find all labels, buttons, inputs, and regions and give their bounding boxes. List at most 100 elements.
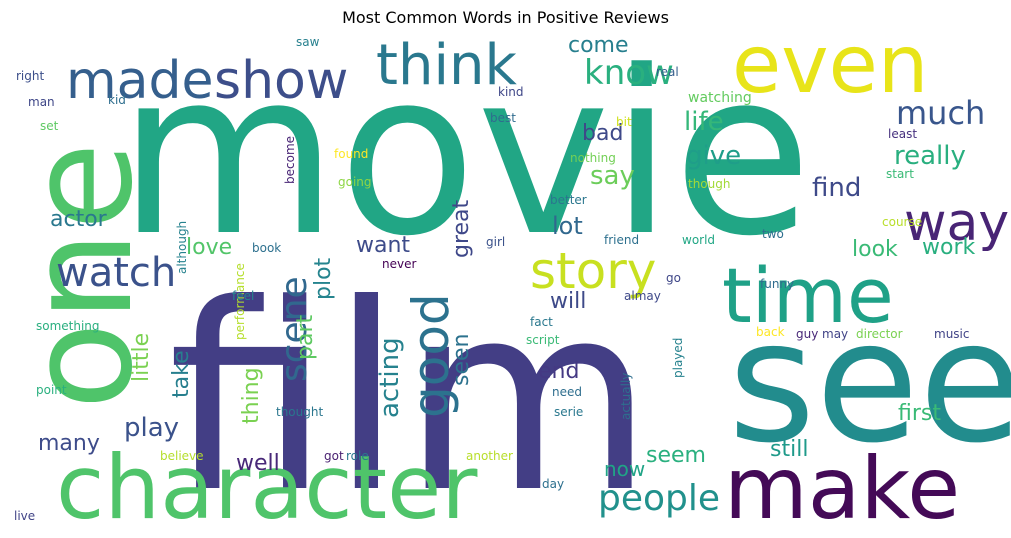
word-need: need [552,385,582,399]
word-watching: watching [688,90,752,106]
word-better: better [550,193,587,207]
word-actor: actor [50,207,108,232]
word-time: time [722,251,894,340]
word-give: give [686,141,741,171]
word-character: character [56,436,478,538]
word-feel: feel [232,289,254,303]
word-even: even [732,18,928,111]
word-show: show [214,51,348,111]
word-seen: seen [449,334,474,386]
word-two: two [762,227,784,241]
word-fact: fact [530,315,553,329]
word-point: point [36,383,67,397]
word-director: director [856,327,903,341]
chart-title: Most Common Words in Positive Reviews [342,8,669,27]
word-know: know [584,53,674,93]
word-nothing: nothing [570,151,616,165]
word-back: back [756,325,785,339]
word-one: one [0,142,164,410]
word-well: well [236,451,280,476]
word-world: world [682,233,715,247]
word-almay: almay [624,289,661,303]
word-take: take [169,350,194,398]
word-kind: kind [498,85,524,99]
word-music: music [934,327,969,341]
word-now: now [604,457,645,481]
word-friend: friend [604,233,639,247]
word-guy: guy [796,327,818,341]
word-made: made [66,51,214,111]
word-thing: thing [239,367,264,424]
word-will: will [550,289,586,314]
word-another: another [466,449,513,463]
word-watch: watch [56,250,176,296]
word-want: want [356,233,410,258]
word-kid: kid [108,93,126,107]
word-start: start [886,167,914,181]
word-man: man [28,95,55,109]
word-think: think [376,33,518,98]
word-girl: girl [486,235,505,249]
word-best: best [490,111,516,125]
word-go: go [666,271,681,285]
word-make: make [724,439,960,538]
word-real: real [656,65,679,79]
word-little: little [129,333,154,382]
word-seem: seem [646,443,706,468]
word-found: found [334,147,368,161]
word-least: least [888,127,917,141]
word-end: end [538,359,579,384]
word-got: got [324,449,344,463]
word-book: book [252,241,281,255]
word-good: good [402,293,460,418]
word-film: film [168,249,654,538]
word-role: role [346,449,369,463]
word-bit: bit [616,115,632,129]
word-still: still [770,437,808,462]
word-never: never [382,257,416,271]
word-way: way [904,193,1009,253]
word-great: great [449,199,474,258]
word-scene: scene [274,276,315,382]
word-see: see [728,284,1011,480]
word-live: live [14,509,35,523]
word-something: something [36,319,100,333]
word-plot: plot [311,257,336,300]
word-day: day [542,477,564,491]
word-actually: actually [619,373,633,420]
word-funny: funny [760,277,794,291]
word-first: first [898,401,941,426]
word-movie: movie [118,23,812,286]
word-part: part [293,315,318,360]
word-believe: believe [160,449,204,463]
word-set: set [40,119,59,133]
word-many: many [38,431,100,456]
word-saw: saw [296,35,320,49]
word-people: people [598,478,720,519]
word-thought: thought [276,405,323,419]
word-play: play [124,413,179,443]
word-though: though [688,177,730,191]
word-lot: lot [552,212,583,240]
word-come: come [568,33,629,58]
word-going: going [338,175,372,189]
word-become: become [283,136,297,184]
word-find: find [812,173,861,203]
word-serie: serie [554,405,583,419]
word-script: script [526,333,560,347]
word-although: although [175,221,189,274]
word-life: life [684,107,724,137]
word-much: much [896,94,985,132]
word-say: say [590,161,635,191]
word-really: really [894,141,966,171]
word-course: course [882,215,922,229]
word-work: work [922,235,975,260]
word-performance: performance [233,263,247,340]
word-may: may [822,327,848,341]
word-bad: bad [582,121,623,146]
word-story: story [530,242,656,300]
word-look: look [852,237,898,262]
word-love: love [186,235,232,260]
word-acting: acting [375,337,405,418]
